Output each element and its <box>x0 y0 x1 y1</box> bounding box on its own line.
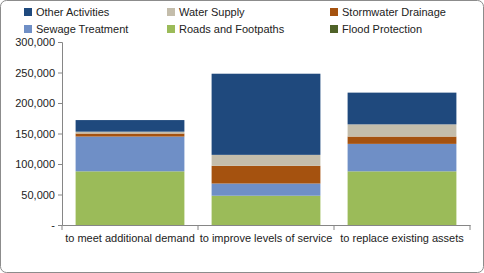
series-group <box>76 74 457 155</box>
y-tick-mark <box>58 164 62 165</box>
bar-segment <box>76 132 185 134</box>
y-tick-label: 250,000 <box>15 67 55 79</box>
x-axis-line <box>63 225 471 226</box>
bar-segment <box>76 171 185 225</box>
bar-segment <box>212 155 321 166</box>
bar-segment <box>212 196 321 225</box>
chart-border <box>1 1 484 273</box>
bar-segment <box>212 74 321 155</box>
legend-item: Roads and Footpaths <box>167 23 285 35</box>
y-tick-label: 50,000 <box>21 189 55 201</box>
legend-swatch <box>167 8 175 16</box>
y-tick: - <box>51 219 62 231</box>
legend-item: Sewage Treatment <box>24 23 128 35</box>
bar-segment <box>348 171 457 225</box>
y-axis: - 50,000 100,000 150,000 200,000 250,000 300,0… <box>15 36 62 231</box>
legend-label: Other Activities <box>36 6 110 18</box>
x-tick: to improve levels of service <box>200 225 333 244</box>
bar-segment <box>212 166 321 184</box>
y-tick-mark <box>58 103 62 104</box>
x-tick-label: to improve levels of service <box>200 232 333 244</box>
legend-item: Other Activities <box>24 6 110 18</box>
category-divider <box>334 225 335 230</box>
category-divider <box>198 225 199 230</box>
legend-item: Water Supply <box>167 6 245 18</box>
category-divider <box>470 225 471 230</box>
x-tick-label: to meet additional demand <box>65 232 195 244</box>
bar-segment <box>348 137 457 144</box>
x-tick: to meet additional demand <box>65 225 195 244</box>
legend-swatch <box>167 25 175 33</box>
y-tick-label: 200,000 <box>15 97 55 109</box>
y-tick-label: 100,000 <box>15 158 55 170</box>
bar-segment <box>76 120 185 132</box>
bar-segment <box>348 144 457 171</box>
legend-swatch <box>330 8 338 16</box>
legend-item: Flood Protection <box>330 23 422 35</box>
y-tick-mark <box>58 225 62 226</box>
y-tick-mark <box>58 42 62 43</box>
legend-label: Sewage Treatment <box>36 23 128 35</box>
y-tick-mark <box>58 73 62 74</box>
y-tick: 150,000 <box>15 128 62 140</box>
legend-swatch <box>330 25 338 33</box>
legend-item: Stormwater Drainage <box>330 6 446 18</box>
y-tick: 250,000 <box>15 67 62 79</box>
y-tick-mark <box>58 134 62 135</box>
legend-label: Water Supply <box>179 6 245 18</box>
y-tick-label: 300,000 <box>15 36 55 48</box>
bar-segment <box>76 137 185 172</box>
bar-segment <box>76 134 185 137</box>
legend-swatch <box>24 25 32 33</box>
category-divider <box>62 225 63 230</box>
y-tick-mark <box>58 195 62 196</box>
x-axis: to meet additional demand to improve leve… <box>63 225 471 244</box>
y-tick-label: - <box>51 219 55 231</box>
plot-area: - 50,000 100,000 150,000 200,000 250,000 300,0… <box>15 36 470 244</box>
legend-label: Stormwater Drainage <box>342 6 446 18</box>
bar-segment <box>212 184 321 196</box>
y-tick: 200,000 <box>15 97 62 109</box>
bars <box>76 74 457 225</box>
legend-swatch <box>24 8 32 16</box>
legend-label: Roads and Footpaths <box>179 23 285 35</box>
y-tick-label: 150,000 <box>15 128 55 140</box>
bar-segment <box>348 124 457 136</box>
y-tick: 50,000 <box>21 189 62 201</box>
x-tick-label: to replace existing assets <box>340 232 464 244</box>
chart: - 50,000 100,000 150,000 200,000 250,000 300,0… <box>0 0 484 273</box>
legend: Other Activities Water Supply Stormwater D… <box>24 6 446 35</box>
x-tick: to replace existing assets <box>340 225 464 244</box>
y-tick: 300,000 <box>15 36 62 48</box>
legend-label: Flood Protection <box>342 23 422 35</box>
y-tick: 100,000 <box>15 158 62 170</box>
bar-segment <box>348 93 457 125</box>
y-axis-line <box>58 43 63 226</box>
